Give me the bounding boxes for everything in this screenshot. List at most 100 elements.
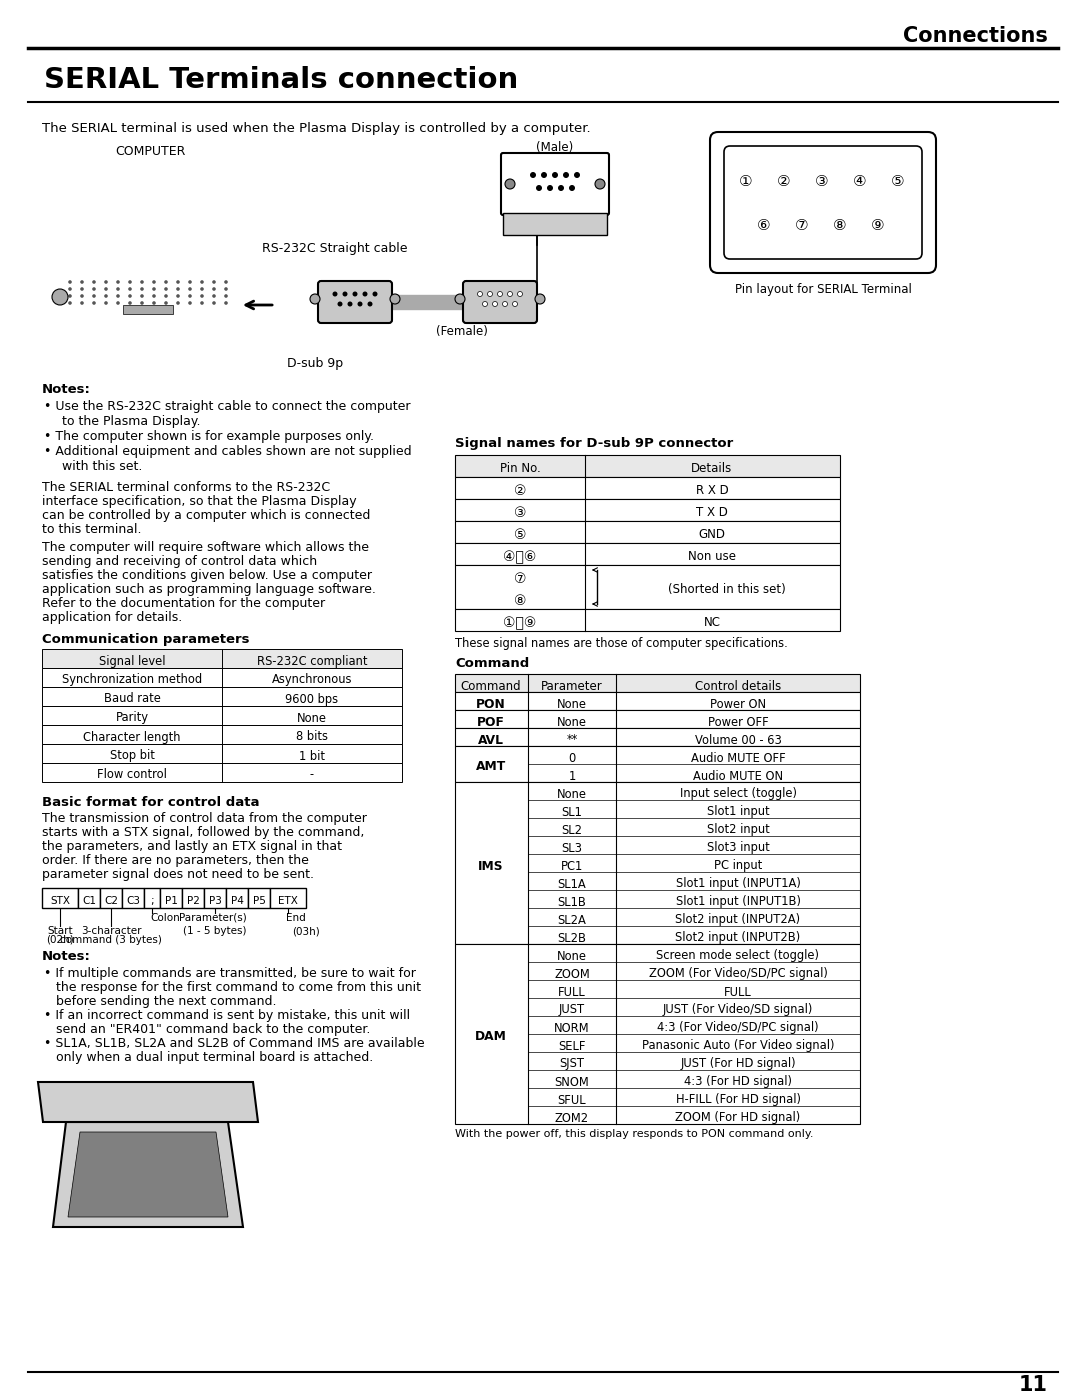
Bar bbox=[455, 710, 860, 728]
Text: ①: ① bbox=[739, 175, 753, 190]
Text: order. If there are no parameters, then the: order. If there are no parameters, then … bbox=[42, 854, 309, 868]
Text: AMT: AMT bbox=[476, 760, 507, 774]
Text: ④: ④ bbox=[853, 175, 867, 190]
Bar bbox=[226, 888, 248, 908]
Text: FULL: FULL bbox=[558, 985, 585, 999]
FancyBboxPatch shape bbox=[318, 281, 392, 323]
Circle shape bbox=[117, 302, 120, 305]
Text: IMS: IMS bbox=[478, 859, 503, 873]
Text: Slot1 input (INPUT1B): Slot1 input (INPUT1B) bbox=[675, 895, 800, 908]
Bar bbox=[503, 212, 607, 235]
Circle shape bbox=[310, 293, 320, 305]
Text: ⑤: ⑤ bbox=[891, 175, 905, 190]
Circle shape bbox=[92, 288, 96, 291]
Text: 11: 11 bbox=[1020, 1375, 1048, 1396]
Text: The transmission of control data from the computer: The transmission of control data from th… bbox=[42, 812, 367, 826]
Circle shape bbox=[80, 295, 84, 298]
Circle shape bbox=[92, 302, 96, 305]
Bar bbox=[144, 888, 160, 908]
Circle shape bbox=[117, 288, 120, 291]
Bar bbox=[42, 745, 402, 763]
Text: C3: C3 bbox=[126, 895, 140, 907]
Text: Audio MUTE OFF: Audio MUTE OFF bbox=[690, 752, 785, 764]
Text: Slot2 input (INPUT2A): Slot2 input (INPUT2A) bbox=[675, 914, 800, 926]
Circle shape bbox=[367, 302, 373, 306]
Text: Colon: Colon bbox=[150, 914, 179, 923]
Bar bbox=[42, 763, 402, 782]
Circle shape bbox=[129, 302, 132, 305]
Text: The SERIAL terminal conforms to the RS-232C: The SERIAL terminal conforms to the RS-2… bbox=[42, 481, 330, 495]
Text: to the Plasma Display.: to the Plasma Display. bbox=[54, 415, 201, 427]
Text: Signal level: Signal level bbox=[98, 655, 165, 668]
Circle shape bbox=[508, 292, 513, 296]
Bar bbox=[122, 888, 144, 908]
Text: P2: P2 bbox=[187, 895, 200, 907]
Text: JUST (For HD signal): JUST (For HD signal) bbox=[680, 1058, 796, 1070]
Text: End: End bbox=[286, 914, 306, 923]
Text: Screen mode select (toggle): Screen mode select (toggle) bbox=[657, 950, 820, 963]
Text: SERIAL: SERIAL bbox=[536, 222, 575, 232]
Circle shape bbox=[546, 184, 553, 191]
Circle shape bbox=[104, 281, 108, 284]
Text: None: None bbox=[557, 697, 588, 711]
Text: the parameters, and lastly an ETX signal in that: the parameters, and lastly an ETX signal… bbox=[42, 840, 342, 854]
Circle shape bbox=[541, 172, 546, 177]
Text: H-FILL (For HD signal): H-FILL (For HD signal) bbox=[675, 1094, 800, 1106]
Text: SL1B: SL1B bbox=[557, 895, 586, 908]
Text: satisfies the conditions given below. Use a computer: satisfies the conditions given below. Us… bbox=[42, 569, 372, 583]
Text: SNOM: SNOM bbox=[555, 1076, 590, 1088]
Circle shape bbox=[569, 184, 575, 191]
Circle shape bbox=[517, 292, 523, 296]
Text: (03h): (03h) bbox=[292, 926, 320, 936]
Text: only when a dual input terminal board is attached.: only when a dual input terminal board is… bbox=[56, 1051, 374, 1065]
Text: (02h): (02h) bbox=[46, 935, 73, 944]
Bar bbox=[248, 888, 270, 908]
Circle shape bbox=[129, 281, 132, 284]
Text: (1 - 5 bytes): (1 - 5 bytes) bbox=[184, 926, 246, 936]
Circle shape bbox=[513, 302, 517, 306]
Circle shape bbox=[535, 293, 545, 305]
Bar bbox=[42, 668, 402, 687]
Text: • If multiple commands are transmitted, be sure to wait for: • If multiple commands are transmitted, … bbox=[44, 967, 416, 981]
Text: STX: STX bbox=[50, 895, 70, 907]
Circle shape bbox=[129, 295, 132, 298]
Text: COMPUTER: COMPUTER bbox=[114, 145, 185, 158]
Text: With the power off, this display responds to PON command only.: With the power off, this display respond… bbox=[455, 1129, 813, 1139]
Circle shape bbox=[164, 288, 167, 291]
Text: application such as programming language software.: application such as programming language… bbox=[42, 583, 376, 597]
Bar bbox=[455, 673, 860, 692]
Text: PON: PON bbox=[476, 697, 505, 711]
Text: Refer to the documentation for the computer: Refer to the documentation for the compu… bbox=[42, 597, 325, 610]
Circle shape bbox=[188, 302, 192, 305]
Circle shape bbox=[176, 281, 179, 284]
Text: Notes:: Notes: bbox=[42, 950, 91, 963]
Circle shape bbox=[188, 288, 192, 291]
Circle shape bbox=[225, 288, 228, 291]
Text: Slot2 input (INPUT2B): Slot2 input (INPUT2B) bbox=[675, 932, 800, 944]
Text: ⑨: ⑨ bbox=[872, 218, 885, 232]
Text: • Use the RS-232C straight cable to connect the computer: • Use the RS-232C straight cable to conn… bbox=[44, 400, 410, 414]
Text: ;: ; bbox=[150, 895, 153, 907]
Text: to this terminal.: to this terminal. bbox=[42, 522, 141, 536]
Text: Pin No.: Pin No. bbox=[500, 462, 540, 475]
Text: POF: POF bbox=[477, 715, 505, 728]
Text: Power ON: Power ON bbox=[710, 697, 766, 711]
Circle shape bbox=[176, 295, 179, 298]
Text: None: None bbox=[297, 711, 327, 725]
Text: 4:3 (For HD signal): 4:3 (For HD signal) bbox=[684, 1076, 792, 1088]
Text: Asynchronous: Asynchronous bbox=[272, 673, 352, 686]
Text: ⑥: ⑥ bbox=[757, 218, 771, 232]
Circle shape bbox=[104, 302, 108, 305]
Text: Connections: Connections bbox=[903, 27, 1048, 46]
Bar bbox=[455, 543, 840, 564]
Circle shape bbox=[502, 302, 508, 306]
FancyBboxPatch shape bbox=[463, 281, 537, 323]
Text: SFUL: SFUL bbox=[557, 1094, 586, 1106]
Circle shape bbox=[595, 179, 605, 189]
Text: PC input: PC input bbox=[714, 859, 762, 873]
Circle shape bbox=[140, 302, 144, 305]
Text: Non use: Non use bbox=[688, 550, 735, 563]
Circle shape bbox=[225, 281, 228, 284]
Bar bbox=[42, 687, 402, 705]
Bar bbox=[455, 728, 860, 746]
